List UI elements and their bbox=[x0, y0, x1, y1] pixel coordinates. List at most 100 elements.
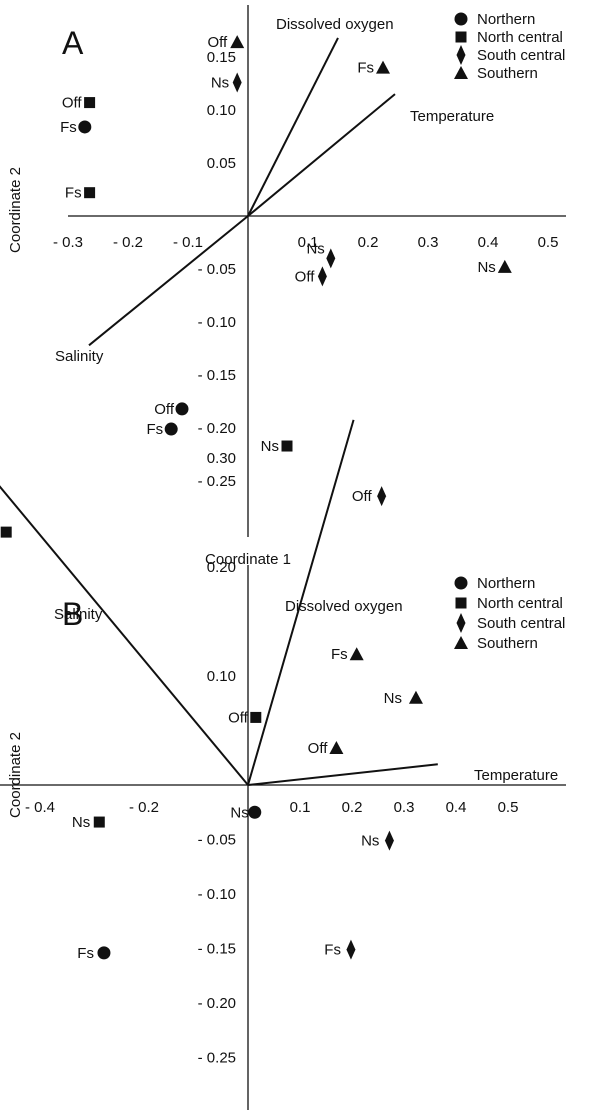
point-diamond bbox=[377, 486, 387, 507]
point-triangle bbox=[349, 647, 364, 661]
point-label: Ns bbox=[384, 690, 402, 707]
x-tick-label: 0.2 bbox=[358, 234, 379, 251]
point-circle bbox=[164, 422, 178, 436]
point-triangle bbox=[376, 60, 390, 74]
point-label: Off bbox=[207, 34, 228, 51]
y-axis-label: Coordinate 2 bbox=[7, 167, 24, 253]
y-tick-label: - 0.15 bbox=[198, 367, 236, 384]
point-label: Ns bbox=[477, 259, 495, 276]
legend-marker-square bbox=[455, 597, 467, 609]
point-label: Fs bbox=[357, 60, 374, 77]
y-tick-label: 0.30 bbox=[207, 450, 236, 467]
vector-label: Dissolved oxygen bbox=[276, 16, 394, 33]
point-circle bbox=[97, 946, 111, 960]
x-tick-label: 0.3 bbox=[418, 234, 439, 251]
point-label: Off bbox=[295, 268, 316, 285]
point-circle bbox=[78, 120, 92, 134]
x-tick-label: 0.5 bbox=[538, 234, 559, 251]
point-diamond bbox=[346, 939, 356, 960]
panel-b: B- 0.6- 0.4- 0.20.10.20.30.40.50.300.200… bbox=[0, 419, 566, 1110]
point-square bbox=[84, 187, 96, 199]
point-circle bbox=[175, 402, 189, 416]
legend-entry: North central bbox=[477, 29, 563, 46]
x-tick-label: 0.2 bbox=[342, 799, 363, 816]
point-label: Off bbox=[228, 709, 249, 726]
panel-label: A bbox=[62, 25, 84, 61]
point-label: Ns bbox=[306, 240, 324, 257]
point-triangle bbox=[497, 259, 512, 273]
legend-entry: South central bbox=[477, 47, 565, 64]
y-tick-label: - 0.20 bbox=[198, 420, 236, 437]
y-tick-label: - 0.15 bbox=[198, 941, 236, 958]
x-tick-label: 0.1 bbox=[298, 234, 319, 251]
legend-entry: Northern bbox=[477, 575, 535, 592]
y-tick-label: - 0.10 bbox=[198, 886, 236, 903]
point-label: Ns bbox=[361, 833, 379, 850]
x-tick-label: 0.3 bbox=[394, 799, 415, 816]
point-label: Off bbox=[154, 401, 175, 418]
y-tick-label: 0.15 bbox=[207, 49, 236, 66]
panel-a: A - 0.3 - 0.2 - 0.1 0.1 0.2 0.3 0.4 0.5 0.15 0.10 0… bbox=[7, 5, 566, 537]
point-label: Off bbox=[62, 95, 83, 112]
y-tick-label: - 0.25 bbox=[198, 1050, 236, 1067]
x-tick-label: - 0.2 bbox=[129, 799, 159, 816]
y-tick-label: - 0.20 bbox=[198, 995, 236, 1012]
y-tick-label: 0.20 bbox=[207, 559, 236, 576]
panel-label: B bbox=[62, 596, 83, 632]
legend-marker-square bbox=[455, 31, 467, 43]
vector-temperature bbox=[247, 93, 396, 217]
x-tick-label: - 0.3 bbox=[53, 234, 83, 251]
point-square bbox=[84, 97, 96, 109]
x-tick-label: 0.4 bbox=[446, 799, 467, 816]
x-tick-label: - 0.4 bbox=[25, 799, 55, 816]
point-label: Off bbox=[352, 488, 373, 505]
y-tick-label: - 0.05 bbox=[198, 832, 236, 849]
legend-marker-diamond bbox=[456, 45, 466, 65]
point-square bbox=[250, 711, 262, 723]
point-label: Ns bbox=[211, 74, 229, 91]
legend-marker-triangle bbox=[454, 66, 468, 79]
legend: Northern North central South central Southe… bbox=[454, 575, 565, 652]
point-square bbox=[0, 526, 12, 538]
point-label: Fs bbox=[60, 119, 77, 136]
vector-label: Temperature bbox=[474, 767, 558, 784]
vector-label: Dissolved oxygen bbox=[285, 598, 403, 615]
legend-entry: Southern bbox=[477, 65, 538, 82]
point-circle bbox=[248, 805, 262, 819]
x-axis-label: Coordinate 1 bbox=[205, 551, 291, 568]
point-square bbox=[281, 440, 293, 452]
x-tick-label: 0.5 bbox=[498, 799, 519, 816]
point-diamond bbox=[384, 830, 394, 851]
vector-temperature bbox=[247, 763, 438, 786]
vector-salinity bbox=[0, 485, 249, 786]
vector-label: Salinity bbox=[54, 606, 103, 623]
point-label: Ns bbox=[230, 804, 248, 821]
y-tick-label: 0.10 bbox=[207, 102, 236, 119]
point-triangle bbox=[329, 740, 344, 754]
point-label: Fs bbox=[331, 646, 348, 663]
legend-entry: North central bbox=[477, 595, 563, 612]
point-diamond bbox=[317, 266, 327, 287]
legend-marker-circle bbox=[454, 12, 468, 26]
point-triangle bbox=[230, 35, 245, 49]
x-tick-label: 0.1 bbox=[290, 799, 311, 816]
y-tick-label: 0.05 bbox=[207, 155, 236, 172]
point-label: Ns bbox=[261, 438, 279, 455]
vector-label: Salinity bbox=[55, 348, 104, 365]
vector-label: Temperature bbox=[410, 108, 494, 125]
vector-salinity bbox=[88, 215, 249, 347]
y-tick-label: - 0.05 bbox=[198, 261, 236, 278]
point-label: Fs bbox=[324, 942, 341, 959]
y-tick-label: - 0.25 bbox=[198, 473, 236, 490]
y-tick-label: 0.10 bbox=[207, 668, 236, 685]
x-tick-label: 0.4 bbox=[478, 234, 499, 251]
point-label: Ns bbox=[72, 814, 90, 831]
legend-entry: Southern bbox=[477, 635, 538, 652]
x-tick-label: - 0.2 bbox=[113, 234, 143, 251]
point-label: Off bbox=[308, 740, 329, 757]
point-square bbox=[93, 816, 105, 828]
legend-entry: Northern bbox=[477, 11, 535, 28]
point-diamond bbox=[232, 72, 242, 93]
point-label: Fs bbox=[77, 945, 94, 962]
